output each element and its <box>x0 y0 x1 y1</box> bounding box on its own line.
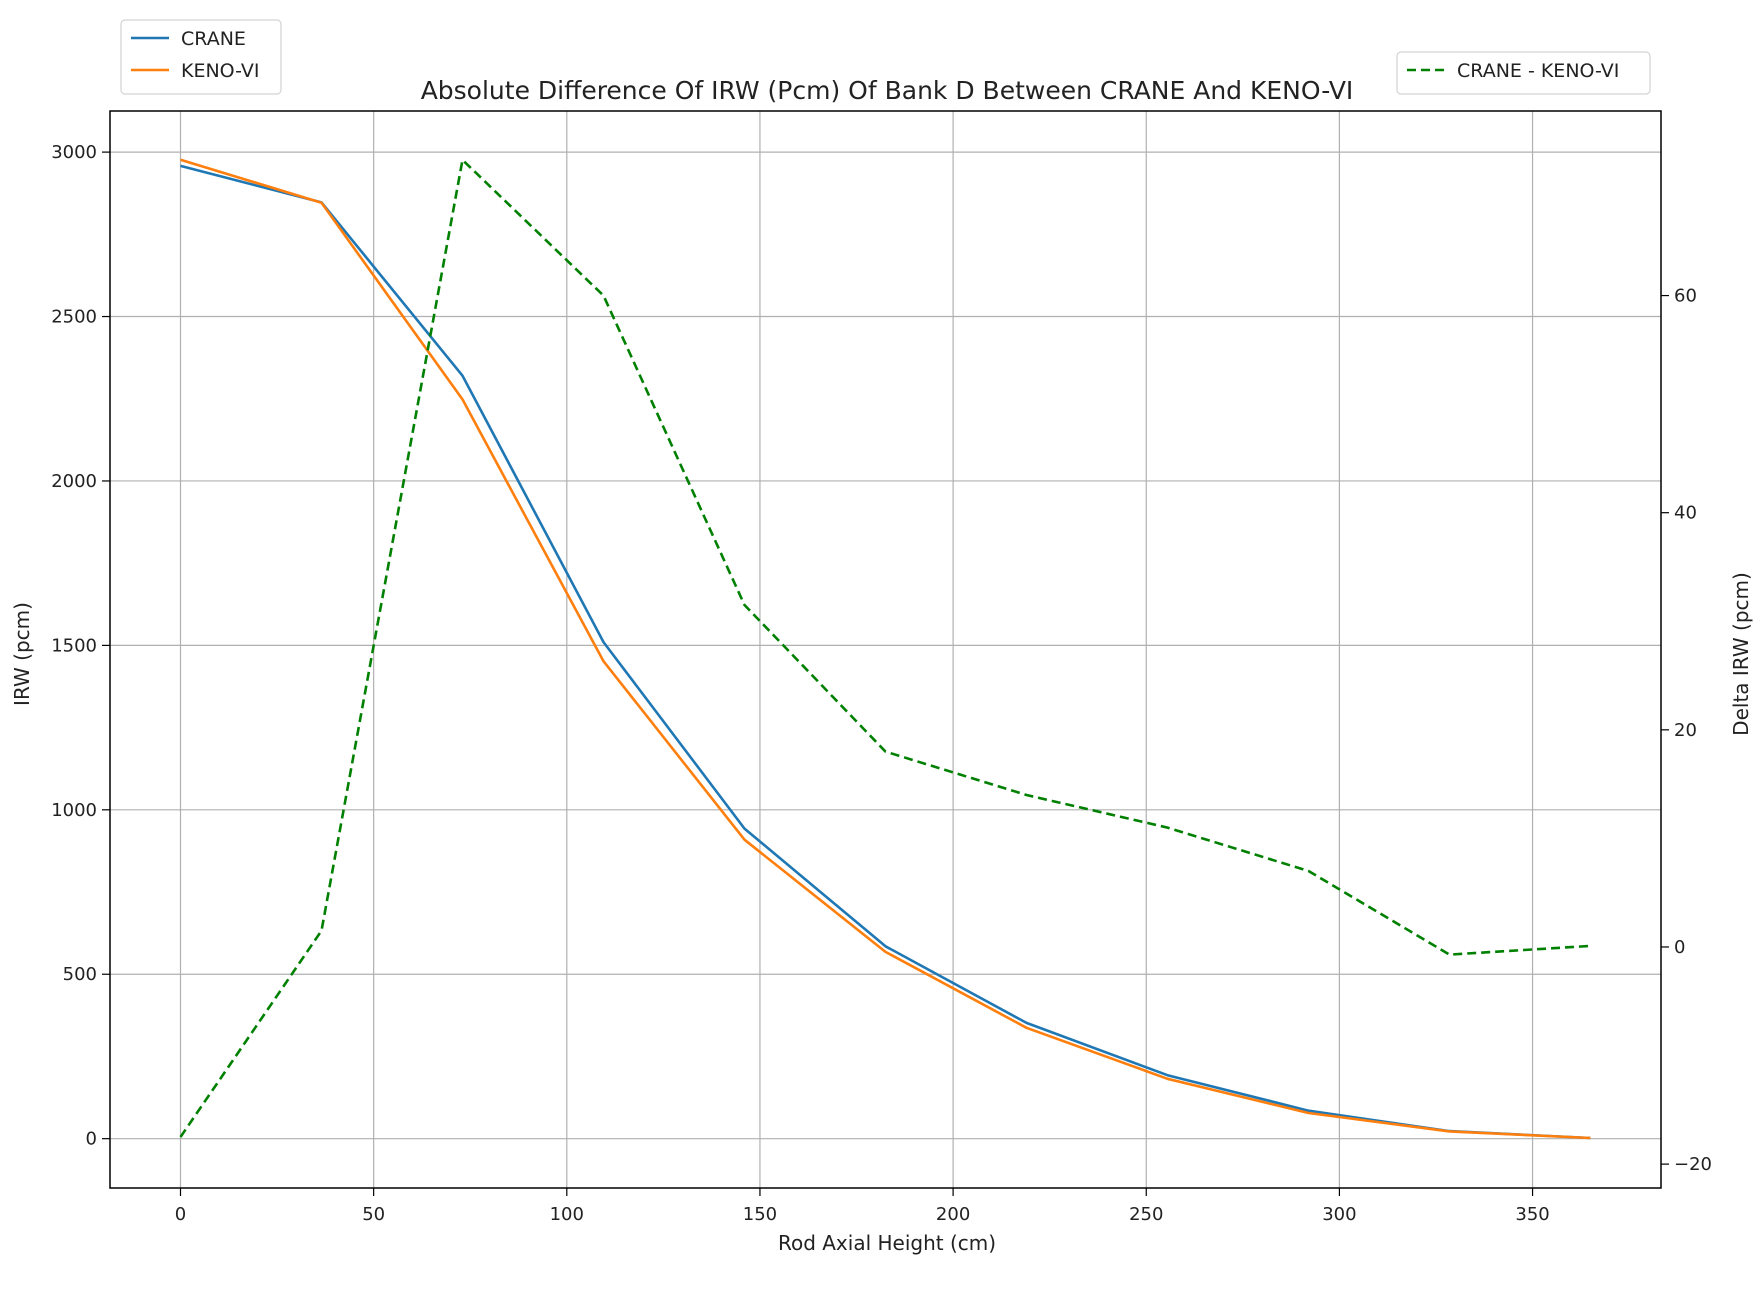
x-tick-label: 150 <box>743 1204 777 1225</box>
series-line-keno-vi <box>180 158 1591 1140</box>
series-line-crane <box>180 164 1591 1140</box>
y-tick-label: 500 <box>63 964 97 985</box>
y2-tick-label: 20 <box>1674 720 1697 741</box>
plot-frame <box>109 110 1662 1189</box>
grid <box>110 111 1661 1188</box>
x-tick-label: 0 <box>175 1204 186 1225</box>
legend-box <box>1396 51 1651 95</box>
ticks: 0 50 100 150 200 250 300 3500500100015002000250… <box>51 142 1712 1225</box>
y2-tick-label: 60 <box>1674 286 1697 307</box>
legend-label: CRANE - KENO-VI <box>1457 60 1619 82</box>
y2-axis-label: Delta IRW (pcm) <box>1729 572 1753 736</box>
y-tick-label: 2500 <box>51 307 97 328</box>
x-tick-label: 200 <box>936 1204 970 1225</box>
legend-label: CRANE <box>181 28 246 50</box>
y-tick-label: 1500 <box>51 635 97 656</box>
y2-tick-label: 0 <box>1674 937 1685 958</box>
legend-label: KENO-VI <box>181 60 260 82</box>
series-lines <box>179 158 1591 1140</box>
y-tick-label: 2000 <box>51 471 97 492</box>
legend-right: CRANE - KENO-VI <box>1396 51 1651 95</box>
x-tick-label: 350 <box>1515 1204 1549 1225</box>
y2-tick-label: 40 <box>1674 503 1697 524</box>
x-tick-label: 50 <box>362 1204 385 1225</box>
y-axis-label: IRW (pcm) <box>10 602 34 706</box>
y2-tick-label: −20 <box>1674 1154 1712 1175</box>
x-tick-label: 250 <box>1129 1204 1163 1225</box>
series-line-crane-keno-vi <box>179 158 1591 1138</box>
y-tick-label: 0 <box>86 1129 97 1150</box>
y-tick-label: 3000 <box>51 142 97 163</box>
legend-left: CRANE KENO-VI <box>120 19 282 95</box>
y-tick-label: 1000 <box>51 800 97 821</box>
x-tick-label: 100 <box>550 1204 584 1225</box>
chart-title: Absolute Difference Of IRW (Pcm) Of Bank… <box>421 76 1354 105</box>
x-axis-label: Rod Axial Height (cm) <box>778 1231 996 1255</box>
x-tick-label: 300 <box>1322 1204 1356 1225</box>
